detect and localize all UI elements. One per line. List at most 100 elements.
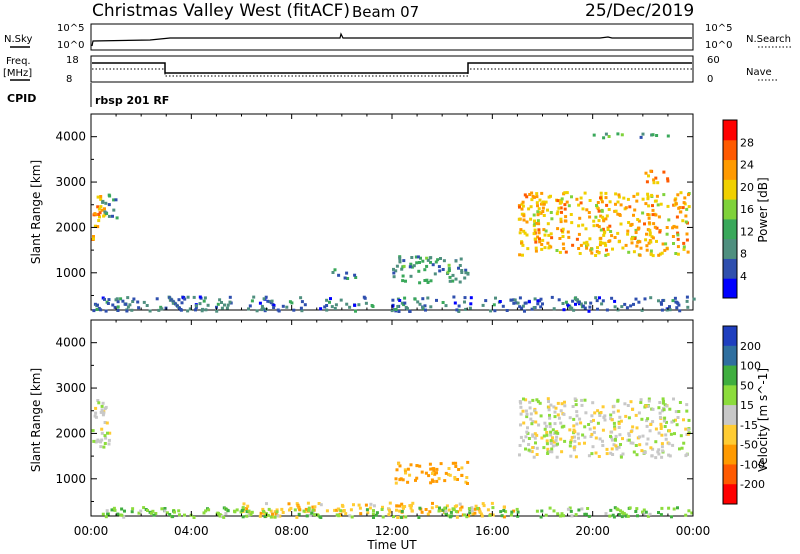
data-cell: [421, 297, 425, 301]
data-cell: [612, 421, 616, 425]
data-cell: [564, 300, 568, 304]
data-cell: [556, 199, 560, 203]
data-cell: [179, 308, 183, 312]
data-cell: [258, 514, 262, 518]
data-cell: [532, 213, 536, 217]
data-cell: [534, 246, 538, 250]
data-cell: [577, 442, 581, 446]
data-cell: [250, 510, 254, 514]
data-cell: [371, 512, 375, 516]
data-cell: [626, 514, 630, 518]
data-cell: [395, 468, 399, 472]
freq-strip-frame: [90, 55, 694, 83]
data-cell: [343, 276, 347, 280]
x-tick-label: 00:00: [74, 524, 109, 538]
beam-label: Beam 07: [352, 3, 419, 21]
data-cell: [676, 245, 680, 249]
data-cell: [692, 297, 696, 301]
data-cell: [168, 513, 172, 516]
data-cell: [421, 259, 425, 263]
data-cell: [553, 422, 557, 426]
data-cell: [563, 400, 566, 404]
data-cell: [119, 297, 123, 301]
data-cell: [215, 305, 218, 309]
data-cell: [220, 301, 223, 304]
data-cell: [397, 462, 401, 466]
data-cell: [659, 202, 663, 206]
data-cell: [93, 212, 97, 216]
data-cell: [192, 516, 196, 519]
data-cell: [444, 510, 448, 514]
data-cell: [598, 296, 601, 300]
data-cell: [674, 202, 678, 206]
data-cell: [595, 223, 599, 227]
data-cell: [349, 508, 353, 512]
data-cell: [325, 298, 329, 302]
data-cell: [131, 300, 135, 303]
data-cell: [627, 432, 631, 436]
data-cell: [595, 204, 598, 207]
data-cell: [534, 420, 538, 424]
data-cell: [610, 296, 614, 300]
data-cell: [601, 439, 604, 443]
data-cell: [616, 508, 620, 512]
data-cell: [178, 513, 181, 517]
data-cell: [400, 502, 404, 506]
data-cell: [281, 304, 285, 308]
data-cell: [454, 465, 458, 468]
colorbar-swatch: [723, 120, 737, 141]
data-cell: [600, 209, 604, 213]
data-cell: [635, 192, 639, 196]
data-cell: [111, 303, 115, 307]
data-cell: [659, 425, 663, 429]
data-cell: [426, 512, 430, 516]
data-cell: [595, 205, 599, 209]
data-cell: [106, 512, 110, 516]
data-cell: [642, 451, 646, 455]
freq-unit: [MHz]: [3, 68, 32, 79]
nsearch-tick-bottom: 10^0: [705, 40, 732, 51]
data-cell: [614, 444, 618, 448]
data-cell: [299, 306, 303, 310]
data-cell: [660, 308, 664, 312]
data-cell: [668, 407, 672, 411]
data-cell: [602, 233, 606, 237]
data-cell: [590, 414, 594, 418]
data-cell: [394, 477, 398, 481]
data-cell: [552, 440, 556, 444]
data-cell: [543, 427, 547, 431]
data-cell: [557, 416, 561, 420]
data-cell: [447, 508, 451, 512]
data-cell: [533, 436, 537, 440]
data-cell: [525, 220, 529, 224]
data-cell: [538, 237, 541, 241]
data-cell: [626, 197, 630, 201]
data-cell: [537, 210, 541, 214]
data-cell: [313, 505, 317, 509]
colorbar-tick-label: -50: [740, 439, 758, 452]
data-cell: [510, 510, 514, 514]
data-cell: [665, 232, 669, 236]
data-cell: [448, 473, 452, 477]
data-cell: [488, 513, 492, 517]
data-cell: [171, 515, 175, 519]
data-cell: [102, 411, 106, 415]
data-cell: [245, 507, 249, 510]
data-cell: [398, 299, 402, 302]
data-cell: [218, 298, 222, 302]
data-cell: [509, 298, 513, 302]
data-cell: [547, 246, 551, 250]
data-cell: [646, 514, 650, 518]
data-cell: [535, 433, 539, 437]
data-cell: [680, 446, 684, 450]
data-cell: [518, 444, 522, 447]
data-cell: [207, 508, 211, 512]
data-cell: [457, 266, 460, 270]
data-cell: [636, 218, 640, 221]
data-cell: [605, 248, 608, 252]
data-cell: [96, 225, 100, 229]
data-cell: [629, 400, 633, 404]
data-cell: [525, 412, 529, 416]
data-cell: [426, 258, 430, 262]
data-cell: [645, 424, 649, 428]
